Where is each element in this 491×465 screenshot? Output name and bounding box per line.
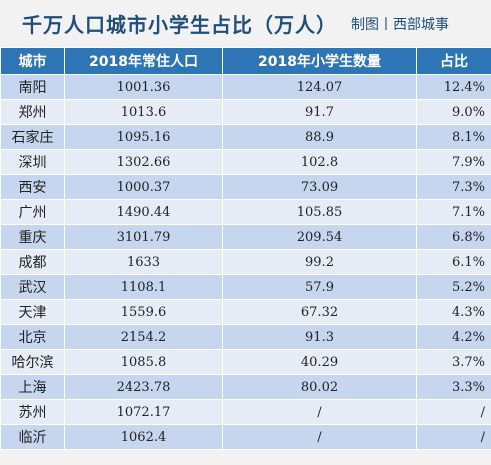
students-cell: / [222,424,417,450]
city-cell: 郑州 [0,99,65,125]
share-cell: / [416,424,491,450]
share-cell: 3.3% [416,374,491,400]
students-cell: 105.85 [222,199,417,225]
share-cell: 3.7% [416,349,491,375]
table-row: 天津 1559.6 67.32 4.3% [0,299,491,325]
share-cell: 6.8% [416,224,491,250]
table-row: 重庆 3101.79 209.54 6.8% [0,224,491,250]
share-cell: 7.9% [416,149,491,175]
students-cell: 88.9 [222,124,417,150]
city-cell: 广州 [0,199,65,225]
column-header-students: 2018年小学生数量 [222,47,417,75]
table-row: 北京 2154.2 91.3 4.2% [0,324,491,350]
column-header-city: 城市 [0,47,65,75]
share-cell: 4.3% [416,299,491,325]
share-cell: / [416,399,491,425]
population-cell: 1490.44 [64,199,223,225]
population-cell: 1072.17 [64,399,223,425]
population-cell: 1633 [64,249,223,275]
population-cell: 2423.78 [64,374,223,400]
students-cell: 102.8 [222,149,417,175]
city-cell: 深圳 [0,149,65,175]
population-cell: 1559.6 [64,299,223,325]
city-cell: 南阳 [0,74,65,100]
population-cell: 1062.4 [64,424,223,450]
city-cell: 重庆 [0,224,65,250]
students-cell: 67.32 [222,299,417,325]
population-cell: 1013.6 [64,99,223,125]
students-cell: 40.29 [222,349,417,375]
city-cell: 苏州 [0,399,65,425]
students-cell: 80.02 [222,374,417,400]
students-cell: 73.09 [222,174,417,200]
table-row: 石家庄 1095.16 88.9 8.1% [0,124,491,150]
city-cell: 临沂 [0,424,65,450]
population-cell: 3101.79 [64,224,223,250]
credit-label: 制图丨西部城事 [351,16,449,33]
population-cell: 2154.2 [64,324,223,350]
city-cell: 上海 [0,374,65,400]
column-header-population: 2018年常住人口 [64,47,223,75]
population-cell: 1000.37 [64,174,223,200]
table-row: 西安 1000.37 73.09 7.3% [0,174,491,200]
population-cell: 1095.16 [64,124,223,150]
city-cell: 石家庄 [0,124,65,150]
population-cell: 1085.8 [64,349,223,375]
city-cell: 北京 [0,324,65,350]
population-cell: 1001.36 [64,74,223,100]
share-cell: 4.2% [416,324,491,350]
table-header-row: 城市 2018年常住人口 2018年小学生数量 占比 [0,47,491,75]
share-cell: 12.4% [416,74,491,100]
share-cell: 8.1% [416,124,491,150]
students-cell: / [222,399,417,425]
table-row: 深圳 1302.66 102.8 7.9% [0,149,491,175]
population-cell: 1108.1 [64,274,223,300]
share-cell: 7.3% [416,174,491,200]
table-row: 上海 2423.78 80.02 3.3% [0,374,491,400]
students-cell: 124.07 [222,74,417,100]
students-cell: 99.2 [222,249,417,275]
students-cell: 57.9 [222,274,417,300]
share-cell: 7.1% [416,199,491,225]
column-header-share: 占比 [416,47,491,75]
data-table: 城市 2018年常住人口 2018年小学生数量 占比 南阳 1001.36 124.… [0,47,491,450]
table-body: 南阳 1001.36 124.07 12.4% 郑州 1013.6 91.7 9.0% 石家庄 1… [0,74,491,450]
city-cell: 武汉 [0,274,65,300]
students-cell: 91.7 [222,99,417,125]
header: 千万人口城市小学生占比（万人） 制图丨西部城事 [0,0,491,47]
table-row: 成都 1633 99.2 6.1% [0,249,491,275]
city-cell: 天津 [0,299,65,325]
table-row: 郑州 1013.6 91.7 9.0% [0,99,491,125]
table-row: 南阳 1001.36 124.07 12.4% [0,74,491,100]
table-row: 临沂 1062.4// [0,424,491,450]
city-cell: 哈尔滨 [0,349,65,375]
page-title: 千万人口城市小学生占比（万人） [22,13,337,37]
share-cell: 5.2% [416,274,491,300]
share-cell: 6.1% [416,249,491,275]
table-row: 哈尔滨 1085.8 40.29 3.7% [0,349,491,375]
city-cell: 西安 [0,174,65,200]
table-row: 广州 1490.44 105.85 7.1% [0,199,491,225]
share-cell: 9.0% [416,99,491,125]
students-cell: 91.3 [222,324,417,350]
table-row: 武汉 1108.1 57.9 5.2% [0,274,491,300]
students-cell: 209.54 [222,224,417,250]
city-cell: 成都 [0,249,65,275]
table-row: 苏州 1072.17// [0,399,491,425]
population-cell: 1302.66 [64,149,223,175]
